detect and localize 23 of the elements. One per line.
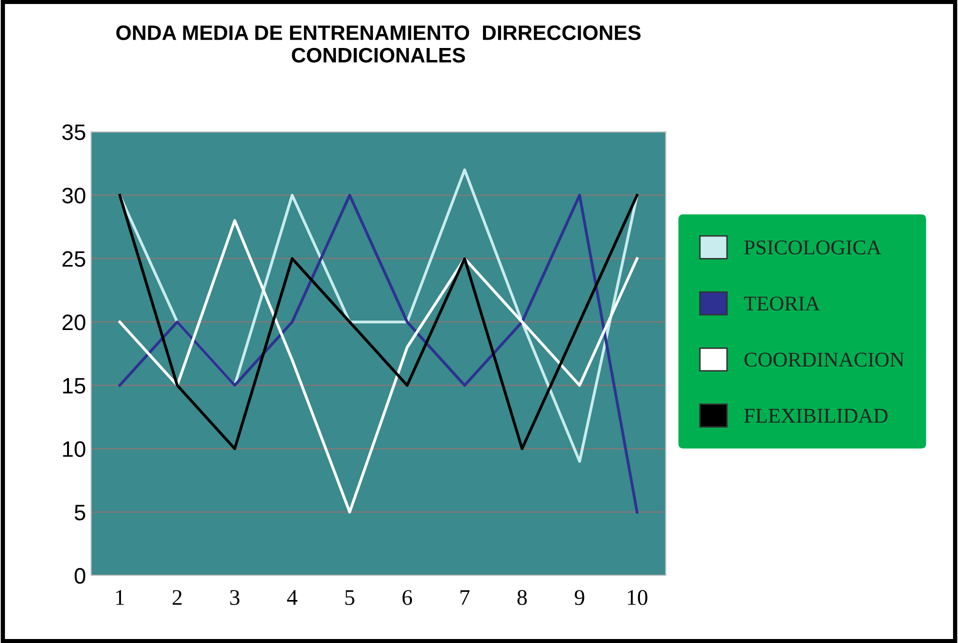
x-tick-label: 10 [628, 590, 648, 606]
x-tick-label: 4 [287, 590, 298, 605]
y-tick-label: 25 [62, 251, 86, 267]
x-tick-label: 8 [517, 590, 527, 606]
x-tick-label: 2 [172, 590, 182, 605]
y-tick-label: 15 [63, 378, 86, 394]
y-tick-label: 30 [62, 188, 86, 204]
y-tick-label: 10 [63, 441, 86, 457]
y-tick-label: 35 [62, 124, 86, 140]
chart-title: ONDA MEDIA DE ENTRENAMIENTO DIRRECCIONES CONDICIONALES [116, 25, 641, 63]
legend-label: TEORIA [744, 296, 820, 311]
x-tick-label: 6 [402, 590, 412, 606]
y-tick-label: 5 [74, 504, 86, 520]
legend-label: FLEXIBILIDAD [744, 408, 888, 423]
x-tick-label: 3 [230, 590, 240, 606]
legend-label: PSICOLOGICA [744, 240, 882, 254]
x-tick-label: 7 [460, 590, 470, 605]
y-tick-label: 20 [62, 314, 86, 330]
y-tick-label: 0 [74, 568, 86, 584]
x-tick-label: 5 [345, 590, 354, 606]
x-tick-label: 9 [574, 590, 584, 606]
legend-label: COORDINACION [744, 352, 904, 367]
x-tick-label: 1 [116, 590, 124, 605]
